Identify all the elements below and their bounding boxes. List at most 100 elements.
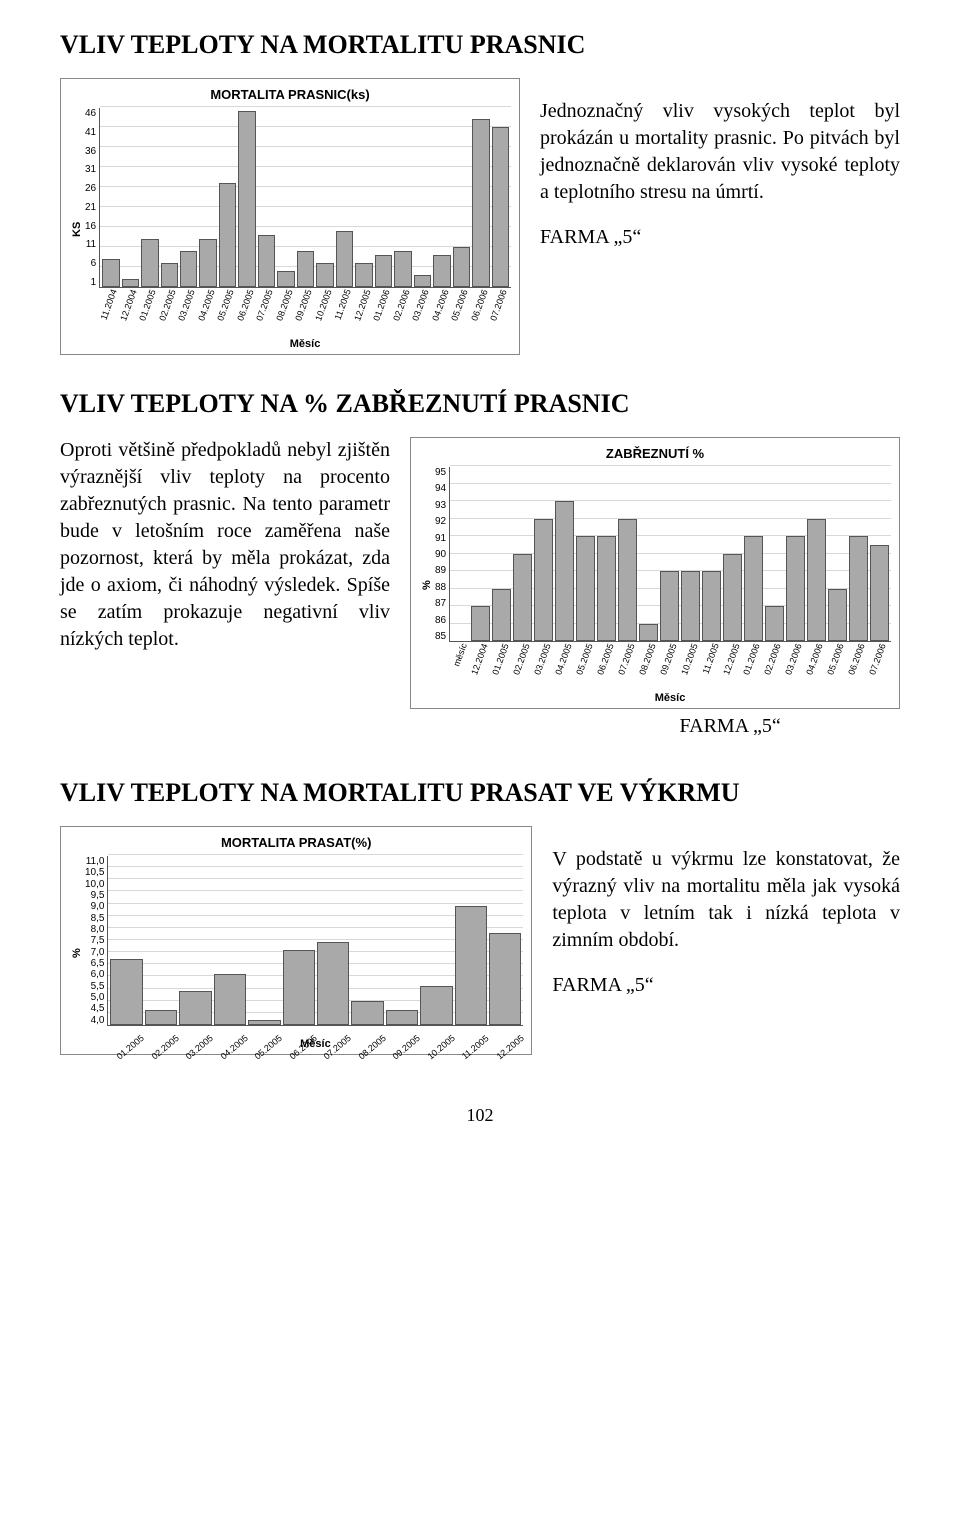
ytick: 93 [435,500,446,511]
chart1-xlabel: Měsíc [99,338,511,350]
bar [420,986,452,1025]
gridline [450,500,891,501]
ytick: 91 [435,533,446,544]
chart2-xlabel: Měsíc [449,692,891,704]
ytick: 7,5 [85,935,104,946]
bar [534,519,553,642]
bar [316,263,333,287]
chart3-plot [107,856,523,1026]
xtick: 06.2005 [282,1026,314,1036]
chart3-xticks: 01.200502.200503.200504.200505.200506.20… [107,1026,523,1036]
bar [492,127,509,287]
xtick: 08.2005 [351,1026,383,1036]
bar [597,536,616,641]
gridline [100,106,511,107]
gridline [100,206,511,207]
bar [471,606,490,641]
section3-farma: FARMA „5“ [552,974,900,997]
ytick: 4,5 [85,1003,104,1014]
bar [355,263,372,287]
bar [102,259,119,287]
chart3-title: MORTALITA PRASAT(%) [69,835,523,850]
bar [576,536,595,641]
bar [297,251,314,287]
xtick: 09.2005 [385,1026,417,1036]
section1-para: Jednoznačný vliv vysokých teplot byl pro… [540,98,900,206]
gridline [108,903,523,904]
ytick: 90 [435,549,446,560]
bar [870,545,889,641]
chart3-yticks: 11,010,510,09,59,08,58,07,57,06,56,05,55… [85,856,107,1026]
xtick: 10.2005 [420,1026,452,1036]
bar [351,1001,383,1025]
ytick: 16 [85,221,96,232]
bar [180,251,197,287]
ytick: 11 [85,239,96,250]
bar [455,906,487,1025]
ytick: 10,0 [85,879,104,890]
bar [472,119,489,287]
ytick: 94 [435,483,446,494]
gridline [108,866,523,867]
ytick: 36 [85,146,96,157]
bar [765,606,784,641]
xtick: 12.2005 [489,1026,521,1036]
ytick: 6,0 [85,969,104,980]
xtick: 07.2005 [316,1026,348,1036]
bar [660,571,679,641]
chart3-ylabel: % [69,856,85,1050]
bar [639,624,658,642]
ytick: 10,5 [85,867,104,878]
bar [681,571,700,641]
ytick: 4,0 [85,1015,104,1026]
gridline [108,890,523,891]
bar [492,589,511,642]
section1-heading: VLIV TEPLOTY NA MORTALITU PRASNIC [60,30,900,60]
section2-heading: VLIV TEPLOTY NA % ZABŘEZNUTÍ PRASNIC [60,389,900,419]
ytick: 1 [85,277,96,288]
chart1-plot [99,108,511,288]
ytick: 9,5 [85,890,104,901]
xtick: 04.2005 [213,1026,245,1036]
bar [386,1010,418,1025]
bar [453,247,470,287]
bar [214,974,246,1025]
chart2-ylabel: % [419,467,435,704]
gridline [100,126,511,127]
bar [258,235,275,287]
chart1-ylabel: KS [69,108,85,350]
bar [199,239,216,287]
ytick: 8,5 [85,913,104,924]
bar [394,251,411,287]
chart2-box: ZABŘEZNUTÍ % % 9594939291908988878685 mě… [410,437,900,709]
bar [849,536,868,641]
bar [555,501,574,641]
chart1-yticks: 464136312621161161 [85,108,99,288]
section1-farma: FARMA „5“ [540,226,900,249]
gridline [450,465,891,466]
ytick: 85 [435,631,446,642]
ytick: 6,5 [85,958,104,969]
gridline [100,226,511,227]
bar [248,1020,280,1025]
section2-para: Oproti většině předpokladů nebyl zjištěn… [60,437,390,653]
chart1-xticks: 11.200412.200401.200502.200503.200504.20… [99,288,511,336]
bar [744,536,763,641]
chart2-plot [449,467,891,642]
section3-para: V podstatě u výkrmu lze konstatovat, že … [552,846,900,954]
bar [433,255,450,287]
page-number: 102 [60,1105,900,1126]
bar [336,231,353,287]
ytick: 7,0 [85,947,104,958]
gridline [100,246,511,247]
gridline [108,854,523,855]
xtick: 05.2005 [247,1026,279,1036]
ytick: 9,0 [85,901,104,912]
xtick: 02.2005 [144,1026,176,1036]
ytick: 89 [435,565,446,576]
bar [122,279,139,287]
bar [277,271,294,287]
ytick: 5,5 [85,981,104,992]
ytick: 92 [435,516,446,527]
bar [145,1010,177,1025]
